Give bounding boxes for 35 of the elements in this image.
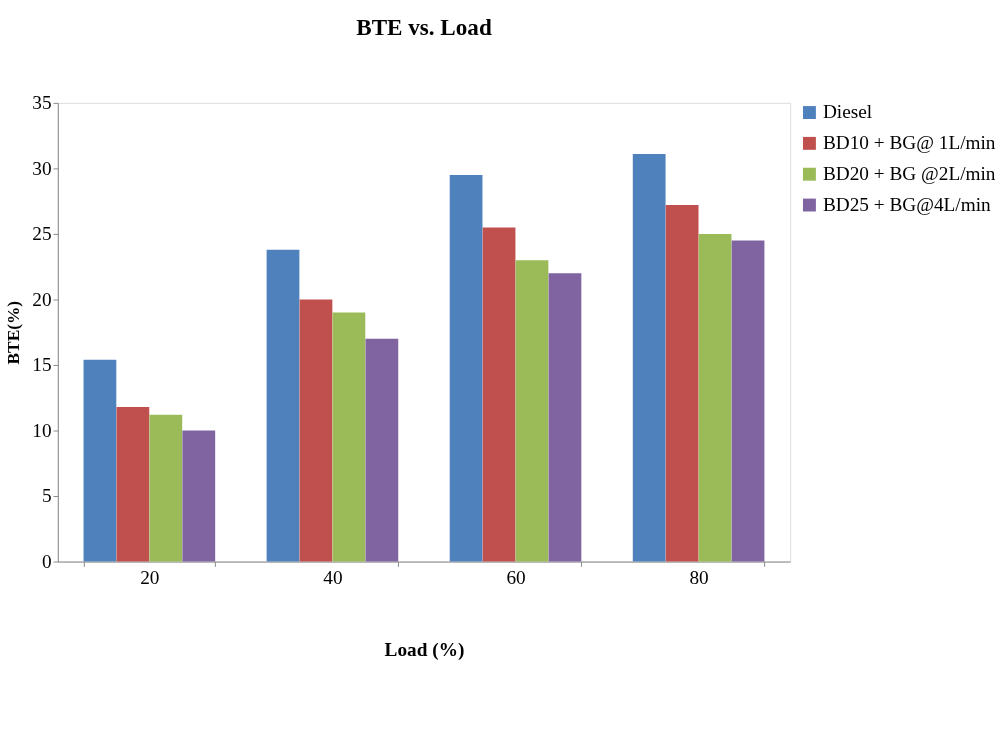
bar bbox=[299, 299, 333, 562]
legend-label: BD20 + BG @2L/min bbox=[822, 162, 996, 184]
x-tick-label: 20 bbox=[140, 567, 160, 589]
chart-title: BTE vs. Load bbox=[356, 14, 492, 41]
y-tick-label: 5 bbox=[41, 485, 52, 507]
bar bbox=[698, 233, 732, 562]
bar bbox=[731, 240, 765, 562]
bar bbox=[449, 174, 483, 562]
bar bbox=[83, 359, 117, 562]
legend-label: Diesel bbox=[822, 101, 873, 123]
bar bbox=[149, 414, 183, 562]
bar bbox=[632, 154, 666, 562]
legend-label: BD25 + BG@4L/min bbox=[822, 193, 992, 215]
bar bbox=[515, 260, 549, 562]
bar bbox=[365, 338, 399, 562]
y-tick-label: 0 bbox=[41, 550, 52, 572]
x-tick-label: 60 bbox=[506, 567, 526, 589]
bar bbox=[116, 406, 150, 562]
y-tick-label: 15 bbox=[32, 354, 52, 376]
y-tick-label: 25 bbox=[32, 223, 52, 245]
x-axis-title: Load (%) bbox=[384, 639, 465, 662]
x-tick-label: 80 bbox=[689, 567, 709, 589]
x-tick-label: 40 bbox=[323, 567, 343, 589]
y-tick-label: 35 bbox=[32, 92, 52, 114]
bar bbox=[266, 249, 300, 562]
bar bbox=[332, 312, 366, 562]
legend-label: BD10 + BG@ 1L/min bbox=[822, 132, 996, 154]
bar bbox=[182, 430, 216, 562]
bar bbox=[548, 273, 582, 562]
bar bbox=[482, 227, 516, 562]
y-tick-label: 10 bbox=[32, 419, 52, 441]
y-tick-label: 20 bbox=[32, 288, 52, 310]
y-tick-label: 30 bbox=[32, 157, 52, 179]
y-axis-title: BTE(%) bbox=[3, 300, 23, 365]
bar bbox=[665, 205, 699, 562]
